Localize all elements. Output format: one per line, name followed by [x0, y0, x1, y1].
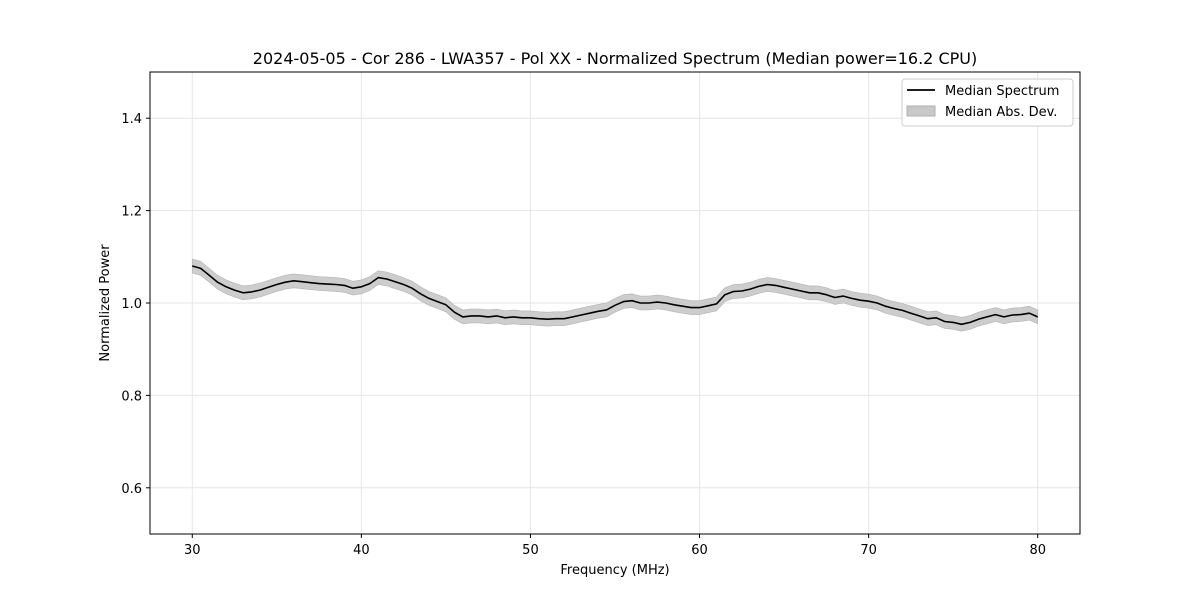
y-axis-ticks: 0.6 0.8 1.0 1.2 1.4 [121, 112, 150, 497]
x-tick-label: 60 [691, 543, 708, 558]
y-tick-label: 1.0 [121, 297, 142, 312]
legend-band-swatch [906, 105, 936, 117]
median-spectrum-line [192, 265, 1039, 326]
x-tick-label: 50 [522, 543, 539, 558]
x-tick-label: 40 [353, 543, 370, 558]
legend-box [901, 78, 1074, 127]
y-tick-label: 0.6 [121, 482, 142, 497]
x-axis-label: Frequency (MHz) [560, 563, 669, 578]
x-tick-label: 30 [184, 543, 201, 558]
median-abs-dev-band [192, 258, 1038, 332]
median-line-layer [192, 265, 1039, 326]
x-tick-label: 80 [1029, 543, 1046, 558]
y-axis-label: Normalized Power [98, 244, 113, 362]
y-tick-label: 1.4 [121, 112, 142, 127]
legend-median-abs-dev: Median Abs. Dev. [945, 105, 1057, 120]
x-tick-label: 70 [860, 543, 877, 558]
legend: Median Spectrum Median Abs. Dev. [901, 78, 1074, 127]
x-axis-ticks: 30 40 50 60 70 80 [184, 534, 1046, 558]
mad-band-layer [192, 258, 1038, 332]
chart-title: 2024-05-05 - Cor 286 - LWA357 - Pol XX -… [253, 49, 977, 68]
y-tick-label: 1.2 [121, 205, 142, 220]
y-tick-label: 0.8 [121, 389, 142, 404]
legend-median-spectrum: Median Spectrum [945, 84, 1059, 99]
